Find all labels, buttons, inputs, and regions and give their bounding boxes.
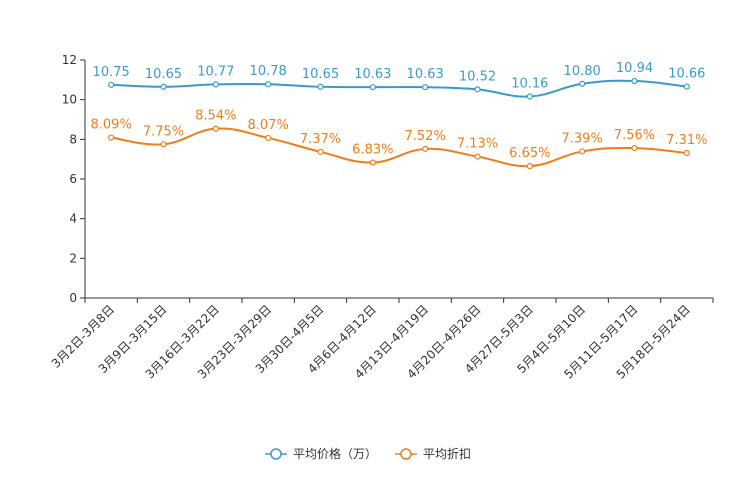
data-point[interactable] bbox=[422, 84, 429, 91]
data-label: 6.83% bbox=[352, 143, 393, 158]
series-line-1 bbox=[111, 127, 687, 168]
series-layer bbox=[108, 77, 690, 170]
legend-item-1[interactable]: 平均折扣 bbox=[395, 446, 471, 461]
data-point[interactable] bbox=[212, 81, 219, 88]
legend-circle-icon bbox=[400, 448, 412, 460]
y-tick-label: 0 bbox=[69, 291, 77, 305]
data-point[interactable] bbox=[160, 83, 167, 90]
legend-label: 平均折扣 bbox=[423, 446, 471, 461]
data-point[interactable] bbox=[474, 86, 481, 93]
data-point[interactable] bbox=[317, 83, 324, 90]
legend-circle-icon bbox=[270, 448, 282, 460]
data-label: 8.09% bbox=[91, 118, 132, 133]
data-point[interactable] bbox=[369, 159, 376, 166]
data-point[interactable] bbox=[526, 163, 533, 170]
data-label: 10.75 bbox=[93, 65, 130, 80]
data-label: 8.07% bbox=[248, 118, 289, 133]
data-point[interactable] bbox=[212, 125, 219, 132]
data-label: 10.63 bbox=[354, 67, 391, 82]
data-point[interactable] bbox=[631, 77, 638, 85]
data-point[interactable] bbox=[369, 84, 376, 91]
data-label: 10.78 bbox=[250, 64, 287, 79]
data-label: 7.52% bbox=[405, 129, 446, 144]
data-label: 7.39% bbox=[562, 131, 603, 146]
legend-label: 平均价格（万） bbox=[293, 446, 377, 461]
data-label: 10.94 bbox=[616, 61, 653, 76]
y-tick-label: 12 bbox=[62, 53, 77, 67]
data-point[interactable] bbox=[526, 93, 533, 100]
data-label: 10.16 bbox=[511, 76, 548, 91]
data-label: 10.52 bbox=[459, 69, 496, 84]
data-label: 6.65% bbox=[509, 146, 550, 161]
data-label: 10.65 bbox=[145, 67, 182, 82]
data-label: 10.63 bbox=[407, 67, 444, 82]
data-point[interactable] bbox=[474, 153, 481, 160]
data-label: 7.31% bbox=[666, 133, 707, 148]
data-point[interactable] bbox=[579, 148, 586, 155]
data-point[interactable] bbox=[579, 80, 586, 87]
data-label: 10.66 bbox=[668, 67, 705, 82]
data-point[interactable] bbox=[265, 134, 272, 142]
y-tick-label: 10 bbox=[62, 93, 77, 107]
y-tick-label: 2 bbox=[69, 251, 77, 265]
data-point[interactable] bbox=[631, 144, 638, 152]
series-line-0 bbox=[111, 79, 687, 98]
data-label: 7.13% bbox=[457, 137, 498, 152]
data-point[interactable] bbox=[683, 149, 690, 157]
data-point[interactable] bbox=[422, 145, 429, 152]
data-label: 10.77 bbox=[197, 64, 234, 79]
data-label: 7.37% bbox=[300, 132, 341, 147]
data-label: 8.54% bbox=[195, 109, 236, 124]
data-point[interactable] bbox=[108, 134, 115, 141]
data-point[interactable] bbox=[160, 141, 167, 148]
data-labels-layer: 10.75 10.65 10.77 10.78 10.65 10.63 10.63 10.52… bbox=[91, 61, 708, 161]
data-label: 10.80 bbox=[564, 64, 601, 79]
data-point[interactable] bbox=[108, 81, 115, 88]
axes-layer: 0246810123月2日-3月8日3月9日-3月15日3月16日-3月22日3… bbox=[49, 53, 714, 382]
data-label: 10.65 bbox=[302, 67, 339, 82]
legend[interactable]: 平均价格（万） 平均折扣 bbox=[265, 446, 471, 461]
legend-item-0[interactable]: 平均价格（万） bbox=[265, 446, 377, 461]
y-tick-label: 8 bbox=[69, 132, 77, 146]
data-point[interactable] bbox=[265, 81, 272, 88]
data-label: 7.56% bbox=[614, 128, 655, 143]
y-tick-label: 4 bbox=[69, 212, 77, 226]
data-label: 7.75% bbox=[143, 124, 184, 139]
data-point[interactable] bbox=[317, 148, 324, 155]
y-tick-label: 6 bbox=[69, 172, 77, 186]
data-point[interactable] bbox=[683, 83, 690, 90]
